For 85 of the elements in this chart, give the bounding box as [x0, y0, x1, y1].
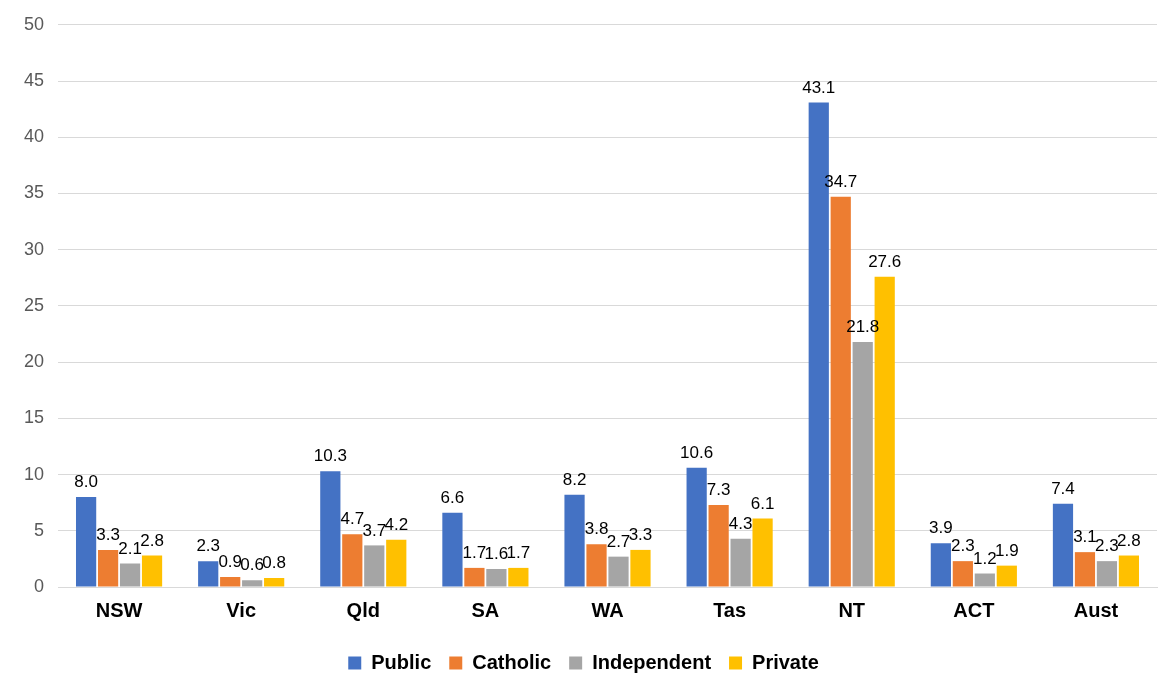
y-tick-label: 35 [23, 182, 45, 203]
bar [996, 565, 1017, 587]
legend-label: Independent [592, 650, 712, 673]
bar [342, 534, 363, 587]
bar [1074, 552, 1096, 587]
legend-label: Public [371, 650, 432, 673]
data-label: 3.3 [628, 525, 653, 545]
bar [264, 578, 285, 587]
data-label: 3.3 [96, 525, 120, 545]
data-label: 7.3 [706, 480, 731, 500]
x-tick-label: Qld [346, 598, 380, 621]
bar [198, 561, 219, 587]
x-tick-label: Aust [1073, 598, 1119, 621]
bar [1096, 561, 1118, 587]
y-tick-label: 45 [23, 69, 45, 90]
data-label: 3.1 [1073, 527, 1097, 547]
data-label: 3.9 [929, 518, 953, 538]
y-tick-label: 30 [23, 238, 45, 259]
bar [930, 543, 951, 587]
y-tick-label: 10 [23, 463, 45, 484]
bar [141, 555, 163, 587]
y-tick-label: 20 [23, 351, 45, 372]
bar [852, 341, 873, 587]
x-tick-label: SA [471, 598, 500, 621]
bar [76, 497, 97, 587]
y-tick-label: 5 [34, 519, 45, 540]
data-label: 6.1 [750, 493, 775, 513]
y-tick-label: 25 [23, 294, 45, 315]
data-label: 4.3 [728, 513, 753, 533]
bar [752, 518, 773, 587]
bar [564, 494, 585, 587]
data-label: 2.1 [118, 538, 142, 558]
bar [1118, 555, 1140, 587]
x-tick-label: Tas [713, 598, 747, 621]
bar [686, 467, 707, 587]
bar [708, 504, 729, 587]
data-label: 2.3 [951, 536, 975, 556]
data-label: 10.3 [313, 446, 347, 466]
bar [97, 549, 119, 587]
data-label: 3.8 [584, 519, 609, 539]
legend-label: Private [752, 650, 819, 673]
bar [442, 512, 463, 587]
x-tick-label: WA [591, 598, 624, 621]
data-label: 10.6 [680, 443, 714, 462]
bar [952, 561, 973, 587]
y-tick-label: 0 [34, 575, 45, 596]
x-tick-label: NSW [95, 598, 143, 621]
x-tick-label: NT [838, 598, 866, 621]
bar [730, 538, 751, 587]
bar [242, 580, 263, 587]
bar [464, 567, 485, 587]
data-label: 27.6 [868, 251, 902, 271]
data-label: 2.8 [1117, 530, 1141, 550]
data-label: 2.8 [140, 530, 164, 550]
bar [586, 544, 607, 587]
bar [119, 563, 141, 587]
data-label: 7.4 [1051, 478, 1075, 498]
bar [364, 545, 385, 587]
y-tick-label: 15 [23, 407, 45, 428]
data-label: 8.0 [74, 472, 98, 492]
data-label: 2.3 [1095, 536, 1119, 556]
data-label: 0.8 [262, 553, 286, 573]
bar [320, 471, 341, 587]
bar [486, 569, 507, 587]
data-label: 4.2 [384, 514, 409, 534]
data-label: 8.2 [562, 469, 587, 489]
data-label: 3.7 [362, 520, 387, 540]
x-tick-label: ACT [953, 598, 995, 621]
data-label: 1.2 [973, 548, 997, 568]
y-tick-label: 50 [23, 13, 45, 34]
bar [630, 549, 651, 587]
data-label: 43.1 [802, 77, 836, 97]
y-tick-label: 40 [23, 126, 45, 147]
data-label: 6.6 [440, 487, 465, 507]
x-tick-label: Vic [226, 598, 257, 621]
bar [1052, 503, 1074, 587]
bar [608, 556, 629, 587]
legend-label: Catholic [472, 650, 552, 673]
data-label: 2.3 [196, 536, 221, 556]
bar [508, 567, 529, 587]
data-label: 1.7 [506, 543, 531, 563]
data-label: 0.6 [240, 555, 264, 575]
bar [974, 573, 995, 587]
bar [220, 576, 241, 587]
bar [386, 539, 407, 587]
